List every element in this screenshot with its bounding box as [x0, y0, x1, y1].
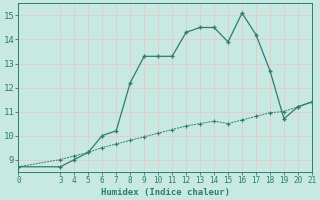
- X-axis label: Humidex (Indice chaleur): Humidex (Indice chaleur): [101, 188, 230, 197]
